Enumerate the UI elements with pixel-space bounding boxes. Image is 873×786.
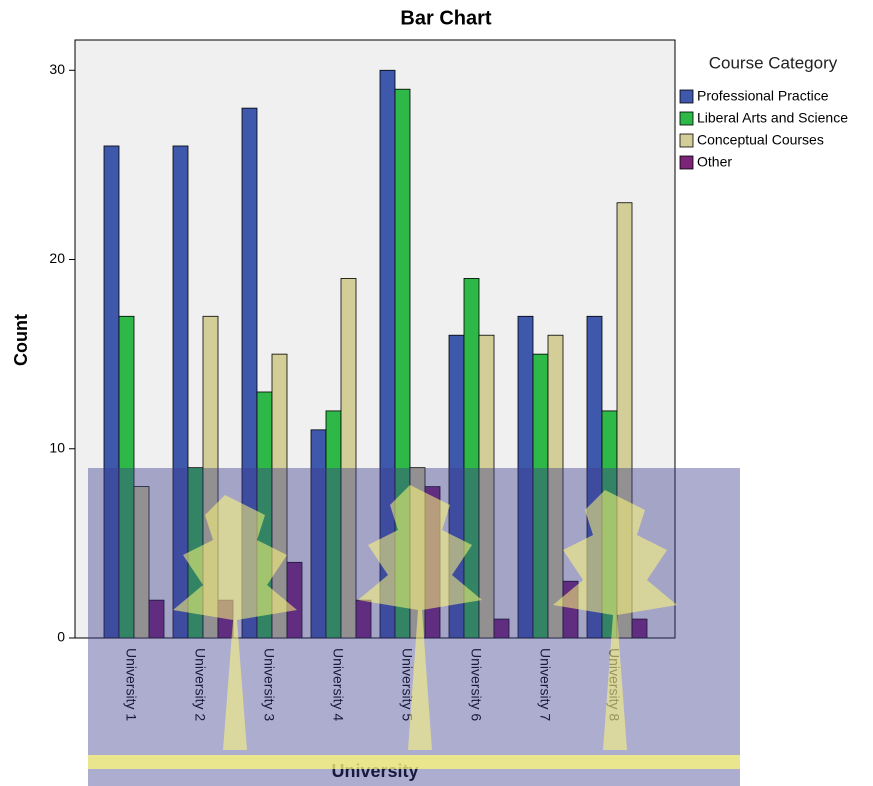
legend-label: Conceptual Courses [697, 132, 824, 148]
y-tick-label: 0 [57, 629, 65, 645]
chart: Bar Chart Count University Course Catego… [0, 0, 873, 786]
legend-swatch [680, 134, 693, 147]
y-tick-label: 30 [49, 61, 65, 77]
legend-title: Course Category [709, 53, 838, 72]
legend-swatch [680, 90, 693, 103]
legend-swatch [680, 156, 693, 169]
legend-label: Liberal Arts and Science [697, 110, 848, 126]
y-tick-label: 10 [49, 439, 65, 455]
watermark-strip [88, 755, 740, 769]
legend-swatch [680, 112, 693, 125]
legend-label: Other [697, 154, 732, 170]
watermark [88, 468, 740, 786]
chart-title: Bar Chart [400, 7, 491, 29]
legend-label: Professional Practice [697, 88, 829, 104]
y-tick-label: 20 [49, 250, 65, 266]
y-axis-label: Count [11, 314, 31, 366]
